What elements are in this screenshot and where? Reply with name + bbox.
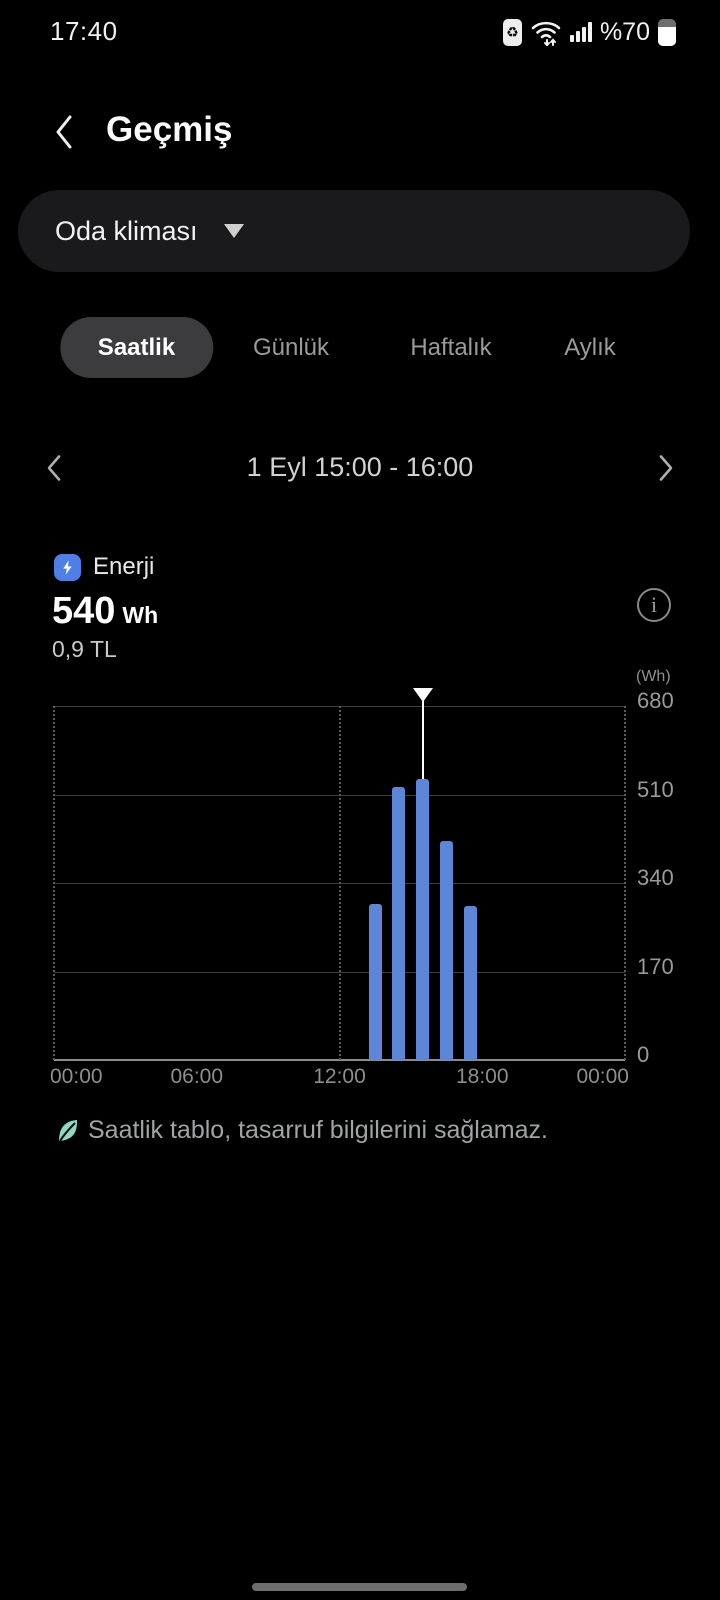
footnote: Saatlik tablo, tasarruf bilgilerini sağl… [56,1116,548,1145]
device-selector[interactable]: Oda kliması [18,190,690,272]
vertical-gridline [53,706,55,1060]
battery-percent: %70 [599,17,650,46]
leaf-icon [56,1118,80,1144]
chart-bar[interactable] [392,786,406,1060]
energy-value: 540 [52,590,116,632]
previous-period-button[interactable] [30,444,78,492]
x-axis-tick-label: 06:00 [170,1065,224,1088]
wifi-icon [530,18,562,46]
energy-section-label: Enerji [93,553,155,580]
energy-unit: Wh [122,602,159,628]
x-axis-tick-label: 00:00 [50,1065,103,1088]
tab-gunluk[interactable]: Günlük [252,333,330,361]
home-gesture-handle[interactable] [252,1583,467,1591]
device-selector-value: Oda kliması [55,215,198,246]
gridline [54,794,625,796]
y-axis-tick-label: 680 [637,688,674,713]
chart-bar[interactable] [416,778,430,1060]
chevron-left-icon [56,115,72,149]
x-axis-tick-label: 18:00 [455,1065,509,1088]
page-title: Geçmiş [106,110,233,149]
chart-bar[interactable] [368,903,382,1060]
energy-lightning-icon [54,553,81,581]
tab-haftalik[interactable]: Haftalık [410,333,492,361]
info-button[interactable]: i [637,588,671,622]
y-axis-tick-label: 170 [637,953,674,979]
status-icons: ♻ %70 [502,16,676,48]
chevron-down-icon [223,224,244,238]
energy-cost: 0,9 TL [52,636,117,662]
energy-value-row: 540 Wh [52,590,158,633]
footnote-text: Saatlik tablo, tasarruf bilgilerini sağl… [88,1116,548,1144]
vertical-gridline [338,706,341,1060]
gridline [54,883,625,884]
gridline [54,971,625,973]
battery-icon [658,18,676,46]
tab-bar: Saatlik Günlük Haftalık Aylık [0,317,720,378]
signal-strength-icon [569,22,592,42]
y-axis-tick-label: 0 [637,1042,650,1067]
y-axis-unit-label: (Wh) [636,668,671,685]
next-period-button[interactable] [642,444,690,492]
back-button[interactable] [42,108,86,156]
status-time: 17:40 [50,16,118,46]
energy-header: Enerji [54,553,154,581]
x-axis-tick-label: 00:00 [576,1065,629,1088]
chevron-left-icon [47,455,61,481]
gridline [54,706,625,707]
selected-bar-marker-icon [412,688,433,702]
selected-bar-marker-line [421,701,424,779]
vertical-gridline [624,706,626,1060]
tab-aylik[interactable]: Aylık [564,333,616,361]
y-axis-tick-label: 510 [637,776,674,802]
period-label: 1 Eyl 15:00 - 16:00 [246,452,474,482]
x-axis-tick-label: 12:00 [313,1065,366,1088]
tab-saatlik[interactable]: Saatlik [59,317,214,378]
chevron-right-icon [659,455,673,481]
chart-bar[interactable] [463,906,477,1060]
chart-bar[interactable] [440,841,454,1060]
y-axis-tick-label: 340 [637,865,674,890]
info-icon: i [650,592,658,617]
gridline [54,1059,625,1061]
battery-saver-icon: ♻ [502,18,522,46]
